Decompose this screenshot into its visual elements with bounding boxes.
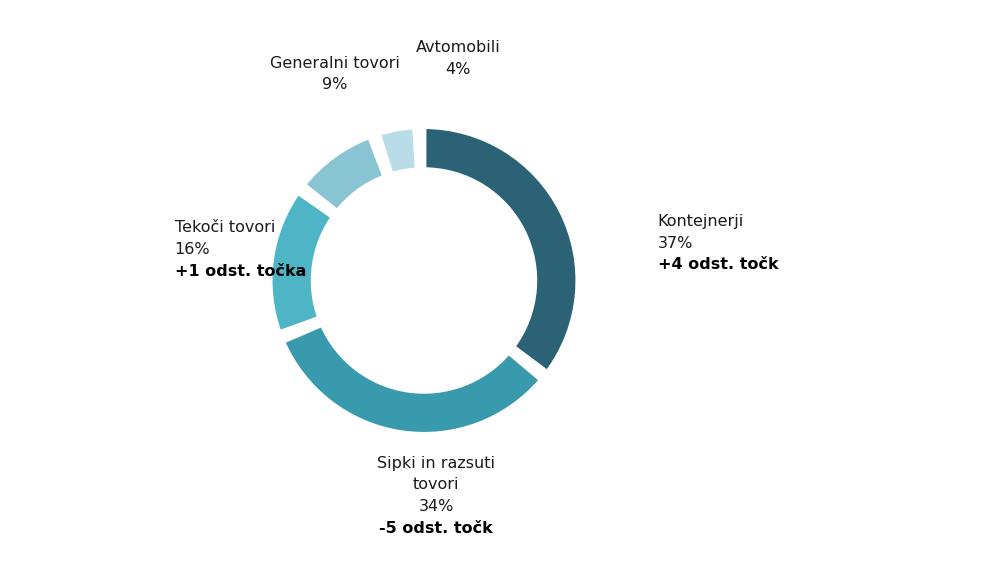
Text: tovori: tovori	[413, 477, 459, 493]
Wedge shape	[379, 127, 417, 174]
Text: Generalni tovori: Generalni tovori	[270, 56, 399, 71]
Wedge shape	[304, 136, 385, 211]
Text: 4%: 4%	[445, 62, 470, 77]
Wedge shape	[424, 127, 578, 373]
Text: 9%: 9%	[322, 77, 347, 93]
Text: +1 odst. točka: +1 odst. točka	[175, 264, 306, 279]
Text: Kontejnerji: Kontejnerji	[658, 214, 744, 229]
Text: 37%: 37%	[658, 236, 693, 251]
Wedge shape	[283, 324, 541, 434]
Text: -5 odst. točk: -5 odst. točk	[380, 521, 493, 536]
Text: 16%: 16%	[175, 242, 210, 257]
Text: 34%: 34%	[419, 499, 454, 514]
Text: Sipki in razsuti: Sipki in razsuti	[378, 456, 495, 471]
Text: +4 odst. točk: +4 odst. točk	[658, 257, 779, 273]
Text: Avtomobili: Avtomobili	[415, 40, 500, 56]
Wedge shape	[270, 192, 333, 333]
Text: Tekoči tovori: Tekoči tovori	[175, 220, 275, 236]
